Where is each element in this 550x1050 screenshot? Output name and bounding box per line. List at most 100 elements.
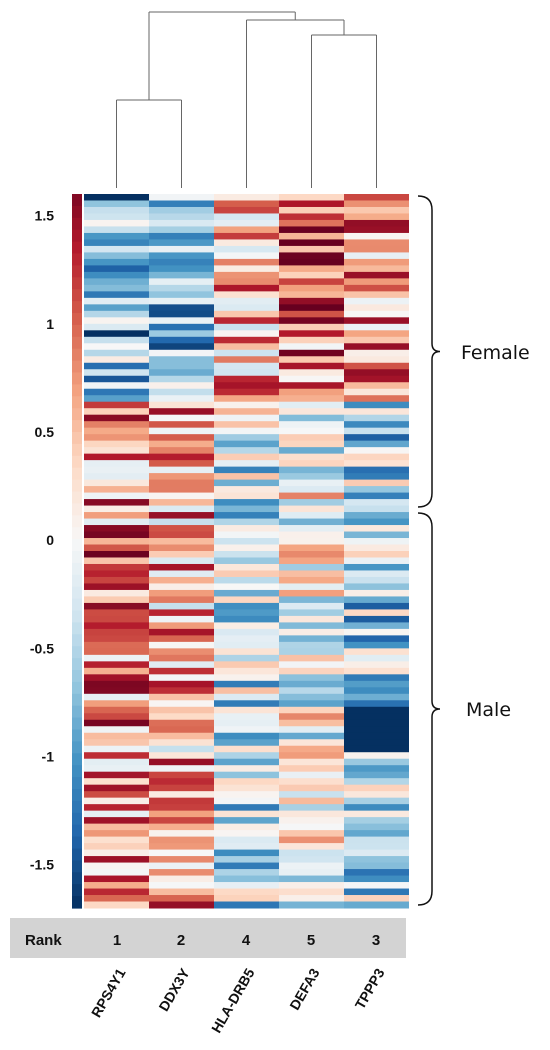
heatmap-cell-tppp3 [344, 667, 409, 675]
heatmap-cell-hla-drb5 [214, 778, 279, 786]
heatmap-cell-ddx3y [149, 284, 214, 292]
heatmap-cell-hla-drb5 [214, 453, 279, 461]
heatmap-cell-tppp3 [344, 641, 409, 649]
heatmap-cell-tppp3 [344, 414, 409, 422]
heatmap-cell-defa3 [279, 791, 344, 799]
heatmap-cell-hla-drb5 [214, 726, 279, 734]
heatmap-cell-hla-drb5 [214, 440, 279, 448]
heatmap-cell-defa3 [279, 499, 344, 507]
heatmap-cell-rps4y1 [84, 895, 149, 903]
heatmap-cell-hla-drb5 [214, 317, 279, 325]
heatmap-cell-defa3 [279, 745, 344, 753]
heatmap-cell-hla-drb5 [214, 869, 279, 877]
heatmap-cell-ddx3y [149, 706, 214, 714]
heatmap-cell-tppp3 [344, 596, 409, 604]
colorbar-segment [72, 848, 82, 861]
heatmap-cell-ddx3y [149, 628, 214, 636]
heatmap-cell-defa3 [279, 687, 344, 695]
heatmap-cell-tppp3 [344, 194, 409, 201]
heatmap-cell-defa3 [279, 245, 344, 253]
heatmap-cell-rps4y1 [84, 284, 149, 292]
heatmap-cell-hla-drb5 [214, 628, 279, 636]
gene-label-hla-drb5: HLA-DRB5 [208, 965, 258, 1035]
heatmap-cell-tppp3 [344, 525, 409, 533]
heatmap-cell-ddx3y [149, 512, 214, 520]
heatmap-cell-tppp3 [344, 602, 409, 610]
colorbar-segment [72, 598, 82, 612]
heatmap-cell-hla-drb5 [214, 369, 279, 377]
heatmap-cell-tppp3 [344, 810, 409, 818]
heatmap-cell-tppp3 [344, 687, 409, 695]
colorbar-tick-label: 0 [46, 532, 54, 548]
colorbar-segment [72, 705, 82, 719]
colorbar-segment [72, 503, 82, 516]
heatmap-cell-rps4y1 [84, 200, 149, 208]
heatmap-cell-ddx3y [149, 479, 214, 487]
heatmap-cell-defa3 [279, 869, 344, 877]
heatmap-cell-hla-drb5 [214, 434, 279, 442]
heatmap-cell-ddx3y [149, 901, 214, 909]
heatmap-cell-hla-drb5 [214, 252, 279, 260]
heatmap-cell-ddx3y [149, 563, 214, 571]
heatmap-cell-defa3 [279, 304, 344, 312]
heatmap-cell-defa3 [279, 726, 344, 734]
heatmap-cell-tppp3 [344, 745, 409, 753]
colorbar-tick-label: -1.5 [30, 857, 54, 873]
heatmap-cell-rps4y1 [84, 382, 149, 390]
heatmap-cell-rps4y1 [84, 823, 149, 831]
heatmap-cell-defa3 [279, 544, 344, 552]
heatmap-cell-rps4y1 [84, 304, 149, 312]
heatmap-cell-defa3 [279, 739, 344, 747]
colorbar-segment [72, 467, 82, 481]
heatmap-cell-defa3 [279, 466, 344, 474]
heatmap-cell-ddx3y [149, 434, 214, 442]
heatmap-cell-tppp3 [344, 869, 409, 877]
colorbar-tick-label: 1.5 [35, 208, 55, 224]
colorbar-segment [72, 420, 82, 433]
heatmap-cell-hla-drb5 [214, 245, 279, 253]
heatmap-cell-hla-drb5 [214, 258, 279, 266]
heatmap-cell-defa3 [279, 362, 344, 370]
heatmap-cell-defa3 [279, 752, 344, 760]
heatmap-cell-defa3 [279, 460, 344, 468]
heatmap-cell-tppp3 [344, 232, 409, 240]
heatmap-cell-tppp3 [344, 486, 409, 494]
heatmap-cell-defa3 [279, 797, 344, 805]
heatmap-cell-tppp3 [344, 408, 409, 416]
heatmap-cell-hla-drb5 [214, 239, 279, 247]
heatmap-cell-defa3 [279, 635, 344, 643]
heatmap-cell-ddx3y [149, 817, 214, 825]
colorbar-segment [72, 265, 82, 278]
heatmap-cell-tppp3 [344, 862, 409, 870]
heatmap-cell-rps4y1 [84, 596, 149, 604]
heatmap-cell-defa3 [279, 849, 344, 857]
heatmap-cell-defa3 [279, 284, 344, 292]
heatmap-cell-hla-drb5 [214, 408, 279, 416]
heatmap-cell-defa3 [279, 836, 344, 844]
heatmap-cell-tppp3 [344, 654, 409, 662]
heatmap-cell-hla-drb5 [214, 492, 279, 500]
heatmap-cell-hla-drb5 [214, 771, 279, 779]
heatmap-cell-tppp3 [344, 648, 409, 656]
heatmap-cell-defa3 [279, 518, 344, 526]
heatmap-cell-ddx3y [149, 882, 214, 890]
colorbar-segment [72, 717, 82, 731]
colorbar-segment [72, 289, 82, 302]
heatmap-cell-rps4y1 [84, 882, 149, 890]
heatmap-cell-hla-drb5 [214, 447, 279, 455]
heatmap-cell-defa3 [279, 901, 344, 909]
heatmap-cell-rps4y1 [84, 661, 149, 669]
heatmap-cell-hla-drb5 [214, 713, 279, 721]
heatmap-cell-defa3 [279, 778, 344, 786]
colorbar-segment [72, 800, 82, 814]
colorbar-segment [72, 348, 82, 362]
heatmap-cell-hla-drb5 [214, 232, 279, 240]
heatmap-cell-hla-drb5 [214, 226, 279, 234]
heatmap-cell-hla-drb5 [214, 388, 279, 396]
heatmap-cell-hla-drb5 [214, 693, 279, 701]
heatmap-cell-defa3 [279, 583, 344, 591]
colorbar-segment [72, 789, 82, 802]
heatmap-cell-hla-drb5 [214, 427, 279, 435]
colorbar-segment [72, 634, 82, 647]
heatmap-cell-tppp3 [344, 239, 409, 247]
